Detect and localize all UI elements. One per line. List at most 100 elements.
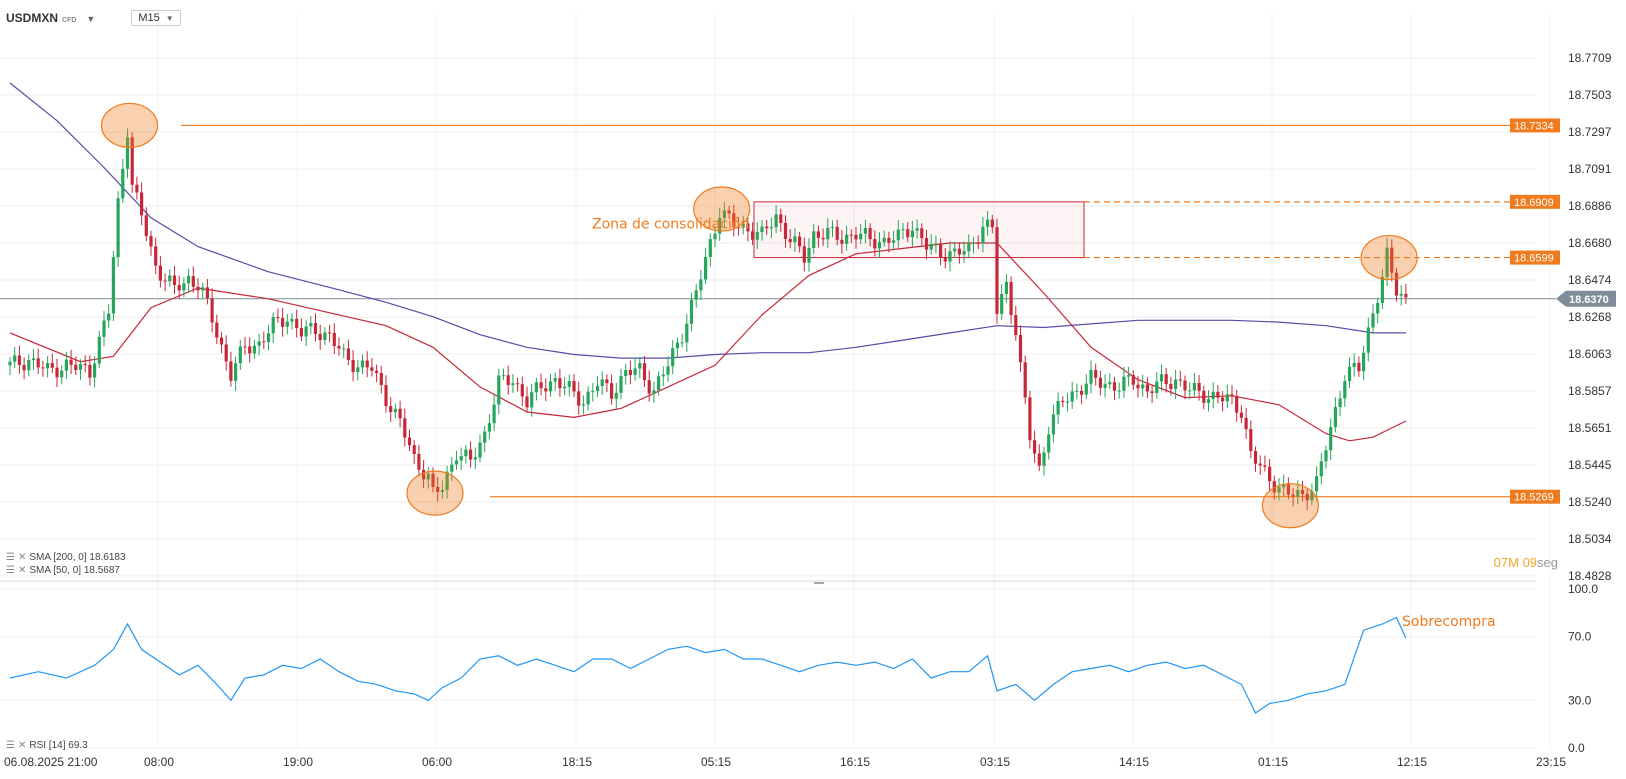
sma50-legend: ☰ ✕ SMA [50, 0] 18.5687 — [6, 565, 120, 576]
price-tick-label: 18.6886 — [1568, 199, 1612, 213]
candle-body — [751, 231, 755, 240]
candle-body — [398, 408, 402, 419]
rsi-tick-label: 70.0 — [1568, 630, 1592, 644]
horizontal-levels[interactable] — [181, 124, 1510, 498]
candle-body — [281, 317, 285, 327]
candle-body — [168, 275, 172, 282]
candle-body — [986, 219, 990, 227]
symbol-name[interactable]: USDMXN CFD ▼ — [6, 11, 95, 25]
candle-body — [675, 342, 679, 349]
candle-body — [957, 248, 961, 255]
candle-body — [1399, 293, 1403, 296]
candle-body — [1117, 390, 1121, 392]
candle-body — [55, 367, 59, 378]
candle-body — [741, 223, 745, 228]
time-tick-label: 08:00 — [144, 755, 174, 769]
candle-body — [910, 230, 914, 238]
price-tick-label: 18.4828 — [1568, 569, 1612, 583]
candle-body — [934, 243, 938, 245]
swing-high-1 — [100, 102, 159, 149]
candle-body — [563, 386, 567, 389]
candle-body — [732, 213, 736, 228]
candle-body — [619, 376, 623, 393]
price-tick-label: 18.6474 — [1568, 273, 1612, 287]
candle-body — [1033, 440, 1037, 454]
candle-body — [182, 283, 186, 291]
candle-body — [614, 392, 618, 399]
price-tick-label: 18.5240 — [1568, 495, 1612, 509]
candle-body — [1056, 400, 1060, 415]
price-axis[interactable]: 18.7709 18.7503 18.7297 18.7091 18.6886 18.66… — [1568, 51, 1612, 583]
rsi-tick-label: 100.0 — [1568, 582, 1598, 596]
settings-icon[interactable]: ☰ — [6, 740, 15, 751]
candle-body — [1380, 277, 1384, 303]
settings-icon[interactable]: ☰ — [6, 565, 15, 576]
close-icon[interactable]: ✕ — [17, 740, 27, 751]
candle-body — [403, 418, 407, 438]
time-axis[interactable]: 06.08.2025 21:00 08:00 19:00 06:00 18:15 05:1… — [4, 755, 1566, 769]
candle-body — [309, 322, 313, 327]
time-tick-label: 19:00 — [283, 755, 313, 769]
candle-body — [534, 382, 538, 393]
candle-body — [130, 137, 134, 185]
candle-body — [920, 228, 924, 239]
candle-body — [896, 229, 900, 241]
candle-body — [1112, 382, 1117, 391]
candle-body — [798, 236, 802, 247]
candle-body — [704, 256, 708, 280]
candle-body — [1047, 434, 1051, 453]
candle-body — [840, 239, 844, 244]
candle-body — [196, 286, 200, 291]
candle-body — [497, 375, 501, 405]
candle-body — [1084, 383, 1088, 395]
current-price-tag: 18.6370 — [1556, 290, 1616, 307]
candle-body — [102, 320, 106, 337]
candle-body — [74, 364, 78, 370]
timeframe-select[interactable]: M15 ▼ — [131, 10, 181, 26]
symbol-dropdown-icon[interactable]: ▼ — [86, 14, 96, 24]
candle-body — [1051, 414, 1055, 435]
price-tick-label: 18.7091 — [1568, 162, 1612, 176]
candle-body — [360, 360, 365, 368]
candle-body — [8, 361, 12, 366]
candle-body — [948, 251, 952, 262]
level-tag-label: 18.6599 — [1514, 253, 1554, 265]
candle-body — [976, 242, 980, 244]
candle-body — [1108, 382, 1112, 385]
candle-body — [1221, 397, 1225, 402]
candle-body — [821, 237, 825, 240]
candle-body — [431, 473, 435, 487]
candle-body — [1042, 452, 1046, 466]
candle-body — [177, 284, 181, 291]
candle-body — [135, 184, 139, 193]
candle-body — [1136, 384, 1140, 389]
candle-body — [746, 223, 750, 232]
candle-body — [990, 219, 994, 228]
candle-body — [642, 363, 647, 381]
candle-body — [191, 276, 195, 287]
candle-body — [1272, 481, 1276, 493]
candle-body — [1324, 450, 1328, 462]
candle-body — [46, 363, 50, 369]
countdown-minutes: 07 — [1493, 555, 1509, 570]
candle-body — [454, 460, 459, 465]
close-icon[interactable]: ✕ — [17, 552, 27, 563]
symbol-label: USDMXN — [6, 11, 59, 25]
candle-body — [1253, 451, 1258, 464]
level-tag-label: 18.6909 — [1514, 197, 1554, 209]
rsi-tick-label: 0.0 — [1568, 741, 1585, 755]
candle-body — [1122, 376, 1126, 391]
candle-body — [727, 210, 731, 214]
rsi-tick-label: 30.0 — [1568, 693, 1592, 707]
settings-icon[interactable]: ☰ — [6, 552, 15, 563]
candle-body — [887, 237, 891, 243]
candle-body — [845, 234, 849, 244]
price-tick-label: 18.7503 — [1568, 88, 1612, 102]
candle-body — [107, 313, 111, 321]
candle-body — [60, 370, 64, 378]
candle-body — [1211, 391, 1215, 400]
candle-body — [835, 226, 839, 240]
candle-body — [356, 367, 360, 373]
close-icon[interactable]: ✕ — [17, 565, 27, 576]
